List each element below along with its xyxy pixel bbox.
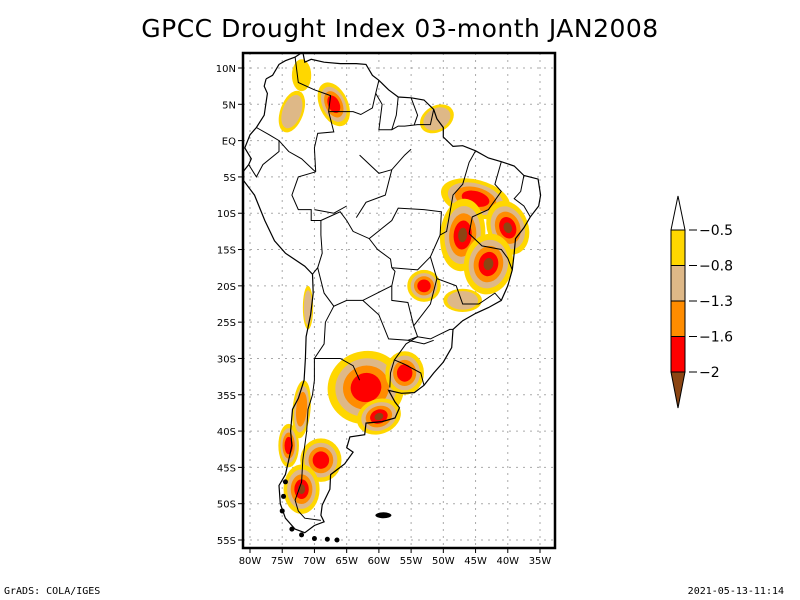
drought-patch [292, 380, 311, 439]
country-border [362, 285, 419, 341]
country-border [248, 140, 280, 178]
drought-contour-m2 [503, 222, 513, 234]
lon-tick-label: 80W [239, 556, 262, 567]
lat-tick-label: 45S [217, 463, 236, 474]
lon-tick-label: 55W [400, 556, 423, 567]
country-border [417, 328, 453, 340]
drought-contour-m2 [458, 227, 468, 243]
drought-patch [443, 288, 482, 312]
archipelago-island [311, 536, 317, 542]
country-border [359, 154, 392, 174]
country-border [429, 234, 502, 305]
archipelago-island [282, 479, 288, 485]
archipelago-island [281, 493, 287, 499]
lat-tick-label: 55S [217, 536, 236, 547]
colorbar-segment [670, 336, 686, 373]
colorbar-label: −1.6 [699, 330, 733, 346]
lat-tick-label: 5S [223, 173, 236, 184]
colorbar-label: −1.3 [699, 294, 733, 310]
colorbar: −0.5 −0.8 −1.3 −1.6 −2 [670, 195, 733, 409]
country-border [317, 211, 396, 307]
country-border [314, 205, 347, 214]
lon-tick-label: 45W [464, 556, 487, 567]
drought-contour-m1p3 [295, 391, 308, 427]
colorbar-bottom-arrow [670, 371, 686, 409]
lat-tick-label: 20S [217, 282, 236, 293]
country-border [291, 171, 323, 275]
colorbar-label: −0.8 [699, 259, 733, 275]
lon-tick-label: 60W [368, 556, 391, 567]
lat-tick-label: EQ [222, 137, 236, 148]
lon-tick-label: 70W [303, 556, 326, 567]
country-border [314, 358, 361, 381]
lon-tick-label: 40W [496, 556, 519, 567]
colorbar-segment [670, 300, 686, 337]
drought-contour-m2 [483, 257, 494, 271]
country-border [468, 161, 502, 234]
coastlines-borders [243, 53, 542, 543]
colorbar-label: −0.5 [699, 223, 733, 239]
lat-tick-label: 10S [217, 209, 236, 220]
archipelago-island [334, 537, 340, 543]
drought-patch [300, 438, 342, 482]
drought-contour-m1p6 [350, 372, 382, 403]
drought-patch [278, 90, 306, 133]
country-border [389, 359, 395, 388]
lon-tick-label: 35W [529, 556, 552, 567]
map-title: GPCC Drought Index 03-month JAN2008 [141, 14, 659, 43]
lat-tick-label: 25S [217, 318, 236, 329]
lat-tick-label: 35S [217, 391, 236, 402]
drought-patch [385, 351, 424, 395]
colorbar-segment [670, 265, 686, 302]
colorbar-label: −2 [699, 365, 720, 381]
lat-tick-label: 40S [217, 427, 236, 438]
country-border [513, 175, 531, 218]
falkland-islands [375, 512, 392, 519]
lat-tick-label: 30S [217, 354, 236, 365]
footer-credit: GrADS: COLA/IGES [4, 586, 101, 597]
country-border [375, 93, 435, 131]
drought-contour-m1p6 [396, 364, 413, 382]
country-border [410, 97, 419, 125]
axes: 80W 75W 70W 65W 60W 55W 50W 45W 40W 35W 10N 5N EQ 5S 1… [216, 64, 552, 567]
lon-tick-label: 50W [432, 556, 455, 567]
archipelago-island [279, 508, 285, 514]
lat-tick-label: 50S [217, 500, 236, 511]
country-border [294, 305, 335, 521]
lat-tick-label: 5N [222, 100, 236, 111]
archipelago-island [289, 526, 295, 532]
drought-contour-m0p8 [281, 94, 303, 129]
colorbar-top-arrow [670, 195, 686, 231]
drought-contour-m2 [374, 412, 384, 421]
country-border [468, 233, 513, 271]
archipelago-island [324, 536, 330, 542]
lon-tick-label: 65W [335, 556, 358, 567]
drought-contour-m0p5 [291, 59, 312, 92]
lat-tick-label: 10N [216, 64, 236, 75]
country-border [391, 96, 399, 130]
country-border [407, 339, 434, 345]
drought-contour-m1p6 [417, 279, 431, 293]
drought-patch [283, 464, 320, 514]
country-border [328, 80, 380, 116]
map-frame [241, 51, 557, 550]
drought-patch [407, 269, 441, 302]
country-border [368, 207, 442, 239]
archipelago-island [299, 532, 305, 538]
country-border [413, 278, 438, 327]
country-border [391, 256, 431, 271]
lat-tick-label: 15S [217, 246, 236, 257]
country-border [439, 150, 477, 236]
country-border [393, 336, 425, 386]
lon-tick-label: 75W [271, 556, 294, 567]
drought-contour-m1p6 [312, 451, 330, 469]
country-border [355, 148, 412, 218]
country-border [256, 127, 317, 173]
coastline [243, 53, 542, 534]
drought-patch [291, 59, 312, 92]
footer-timestamp: 2021-05-13-11:14 [687, 586, 784, 597]
drought-contour-m0p8 [447, 291, 479, 310]
colorbar-segment [670, 229, 686, 266]
